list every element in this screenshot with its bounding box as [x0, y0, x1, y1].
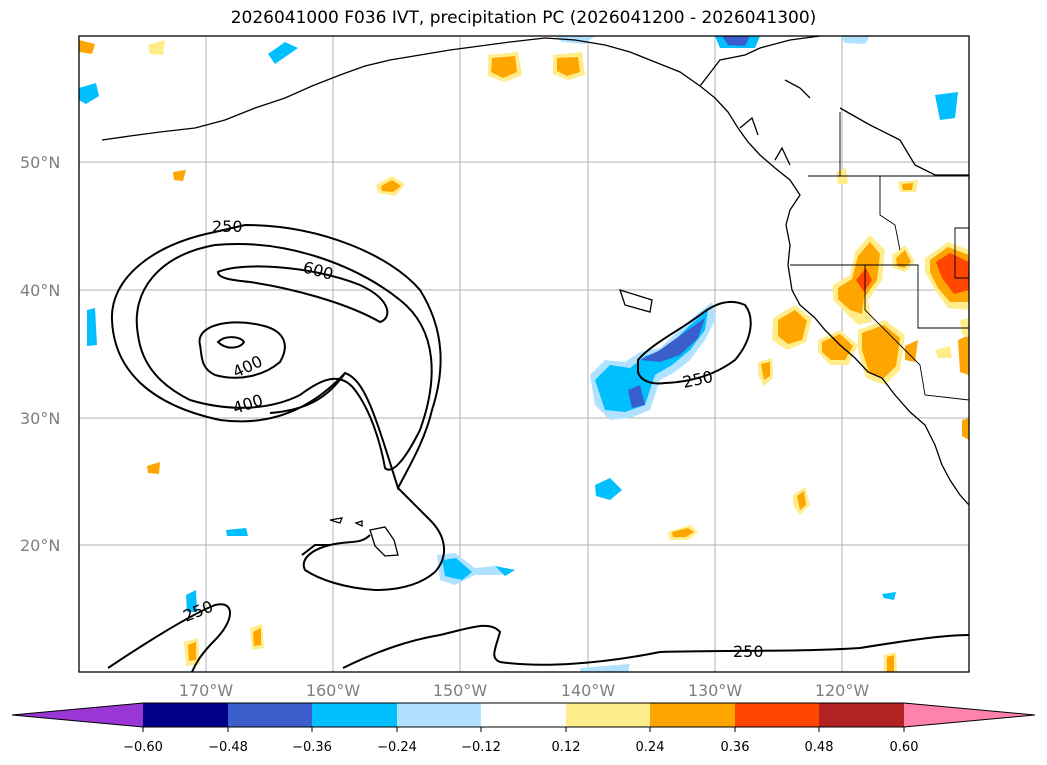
contour-label-250-south: 250: [733, 642, 764, 661]
colorbar-segment: [819, 703, 904, 727]
colorbar-segment: [481, 703, 566, 727]
colorbar: −0.60 −0.48 −0.36 −0.24 −0.12 0.12 0.24 …: [11, 702, 1036, 755]
lon-label-160w: 160°W: [306, 681, 361, 700]
contour-label-250-upper: 250: [212, 217, 243, 236]
ivt-contours: [107, 223, 970, 673]
colorbar-segment: [312, 703, 397, 727]
colorbar-ticks: [142, 727, 905, 732]
lat-label-30n: 30°N: [20, 409, 60, 428]
colorbar-segment: [735, 703, 819, 727]
colorbar-extend-low: [12, 703, 143, 727]
coastlines: [101, 35, 970, 557]
colorbar-extend-high: [904, 703, 1035, 727]
lon-label-170w: 170°W: [179, 681, 234, 700]
precip-shading: [79, 36, 969, 672]
colorbar-tick-label: −0.48: [208, 740, 248, 755]
colorbar-tick-label: 0.24: [636, 740, 665, 755]
colorbar-tick-label: 0.48: [805, 740, 834, 755]
lon-label-150w: 150°W: [433, 681, 488, 700]
lon-label-120w: 120°W: [815, 681, 870, 700]
lon-label-130w: 130°W: [688, 681, 743, 700]
colorbar-segment: [566, 703, 650, 727]
lat-label-40n: 40°N: [20, 281, 60, 300]
colorbar-tick-label: 0.36: [721, 740, 750, 755]
colorbar-segment: [650, 703, 735, 727]
colorbar-tick-label: −0.12: [461, 740, 501, 755]
colorbar-tick-label: −0.24: [377, 740, 417, 755]
lat-label-50n: 50°N: [20, 153, 60, 172]
map-title: 2026041000 F036 IVT, precipitation PC (2…: [230, 8, 817, 28]
lon-label-140w: 140°W: [561, 681, 616, 700]
colorbar-segment: [228, 703, 312, 727]
map-frame: [78, 35, 970, 673]
colorbar-tick-label: 0.12: [552, 740, 581, 755]
longitude-labels: 170°W 160°W 150°W 140°W 130°W 120°W: [179, 681, 870, 700]
colorbar-segment: [397, 703, 481, 727]
latitude-labels: 50°N 40°N 30°N 20°N: [20, 153, 60, 555]
lat-label-20n: 20°N: [20, 536, 60, 555]
colorbar-tick-label: −0.60: [123, 740, 163, 755]
colorbar-tick-label: −0.36: [292, 740, 332, 755]
gridlines: [79, 36, 969, 672]
colorbar-segment: [143, 703, 228, 727]
colorbar-tick-label: 0.60: [890, 740, 919, 755]
